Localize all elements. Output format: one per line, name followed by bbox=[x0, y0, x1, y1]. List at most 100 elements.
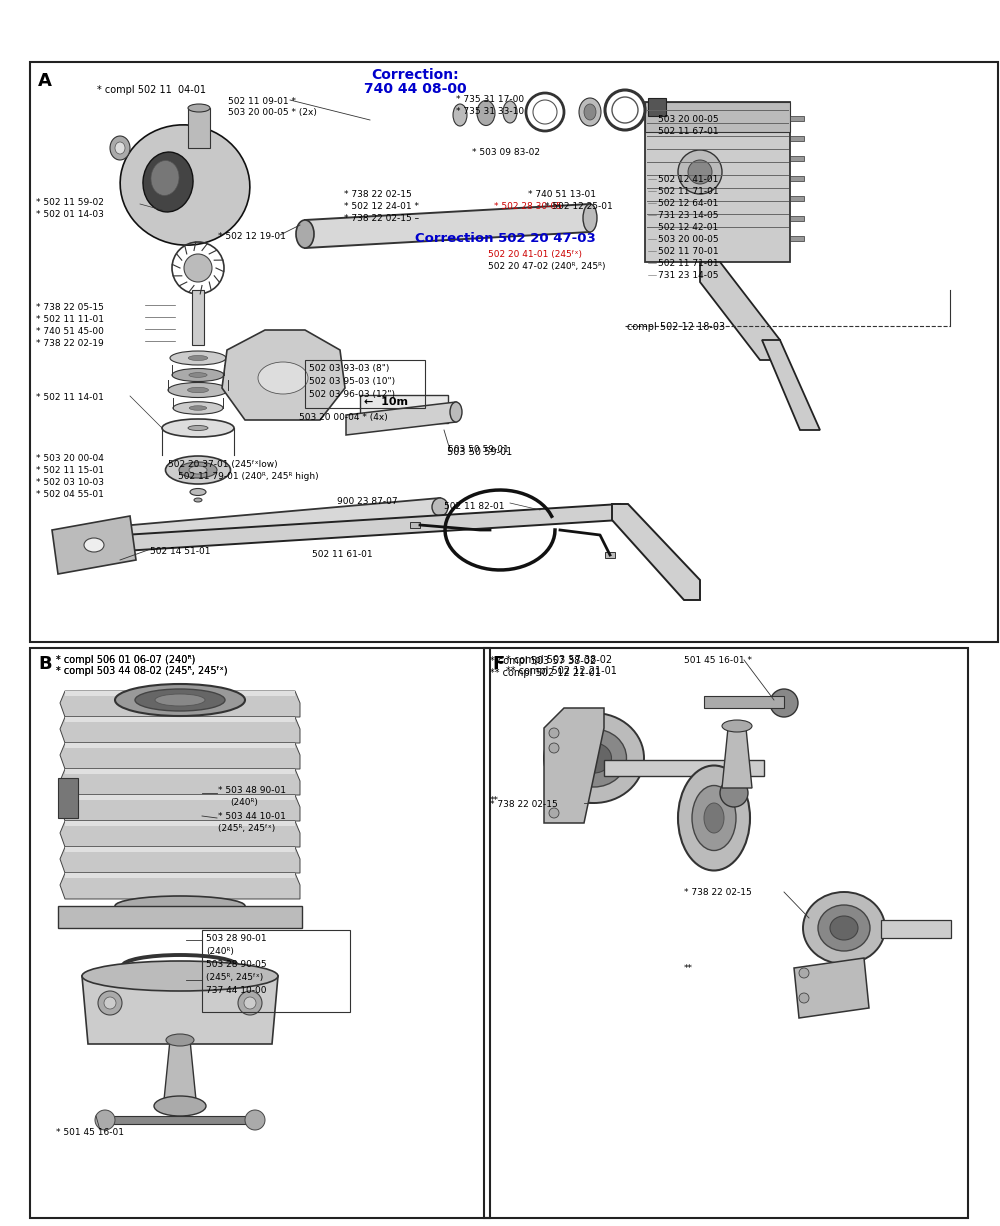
Text: * 738 22 05-15: * 738 22 05-15 bbox=[36, 303, 104, 311]
Bar bbox=[65, 769, 295, 774]
Polygon shape bbox=[794, 958, 869, 1018]
Text: 502 11 71-01: 502 11 71-01 bbox=[658, 188, 719, 196]
Text: 501 45 16-01 *: 501 45 16-01 * bbox=[684, 656, 752, 664]
Text: 503 20 00-05 * (2x): 503 20 00-05 * (2x) bbox=[228, 108, 317, 116]
Ellipse shape bbox=[450, 402, 462, 422]
Ellipse shape bbox=[678, 765, 750, 870]
Text: 503 50 59-01: 503 50 59-01 bbox=[448, 445, 509, 454]
Text: (245ᴿ, 245ᶠˣ): (245ᴿ, 245ᶠˣ) bbox=[206, 973, 263, 982]
Ellipse shape bbox=[189, 373, 207, 378]
Bar bbox=[645, 102, 790, 262]
Bar bbox=[790, 196, 804, 201]
Ellipse shape bbox=[173, 402, 223, 414]
Bar bbox=[790, 156, 804, 161]
Text: F: F bbox=[492, 655, 504, 673]
Ellipse shape bbox=[115, 684, 245, 716]
Polygon shape bbox=[60, 717, 300, 743]
Bar bbox=[790, 235, 804, 242]
Circle shape bbox=[549, 728, 559, 738]
Bar bbox=[881, 920, 951, 938]
Polygon shape bbox=[604, 760, 764, 776]
Ellipse shape bbox=[188, 356, 208, 360]
Ellipse shape bbox=[503, 101, 517, 123]
Text: * compl 503 57 38-02: * compl 503 57 38-02 bbox=[490, 656, 596, 666]
Text: * compl 503 44 08-02 (245ᴿ, 245ᶠˣ): * compl 503 44 08-02 (245ᴿ, 245ᶠˣ) bbox=[56, 666, 228, 676]
Ellipse shape bbox=[188, 387, 208, 392]
Bar bbox=[790, 116, 804, 121]
Ellipse shape bbox=[562, 729, 626, 787]
Circle shape bbox=[104, 997, 116, 1009]
Ellipse shape bbox=[154, 1096, 206, 1116]
Text: 502 12 42-01: 502 12 42-01 bbox=[658, 223, 718, 232]
Ellipse shape bbox=[82, 961, 278, 991]
Text: 740 44 08-00: 740 44 08-00 bbox=[364, 82, 466, 96]
Text: * compl 502 11  04-01: * compl 502 11 04-01 bbox=[97, 85, 206, 94]
Text: * 503 20 00-04: * 503 20 00-04 bbox=[36, 454, 104, 463]
Bar bbox=[790, 177, 804, 181]
Text: * 502 01 14-03: * 502 01 14-03 bbox=[36, 210, 104, 219]
Text: 503 50 59-01: 503 50 59-01 bbox=[447, 447, 512, 457]
Text: 502 11 82-01: 502 11 82-01 bbox=[444, 501, 505, 511]
Bar bbox=[100, 1116, 260, 1124]
Text: 502 11 79-01 (240ᴿ, 245ᴿ high): 502 11 79-01 (240ᴿ, 245ᴿ high) bbox=[178, 472, 319, 481]
Text: B: B bbox=[38, 655, 52, 673]
Polygon shape bbox=[60, 691, 300, 717]
Text: (245ᴿ, 245ᶠˣ): (245ᴿ, 245ᶠˣ) bbox=[218, 824, 275, 832]
Ellipse shape bbox=[84, 538, 104, 552]
Bar bbox=[790, 216, 804, 221]
Text: * 735 31 33-10: * 735 31 33-10 bbox=[456, 107, 524, 116]
Ellipse shape bbox=[162, 419, 234, 436]
Polygon shape bbox=[722, 728, 752, 788]
Ellipse shape bbox=[296, 219, 314, 248]
Text: 900 23 87-07: 900 23 87-07 bbox=[337, 497, 398, 506]
Text: * 740 51 13-01: * 740 51 13-01 bbox=[528, 190, 596, 199]
Ellipse shape bbox=[803, 893, 885, 964]
Polygon shape bbox=[60, 769, 300, 794]
Text: * 738 22 02-15: * 738 22 02-15 bbox=[684, 888, 752, 897]
Polygon shape bbox=[60, 873, 300, 899]
Ellipse shape bbox=[143, 152, 193, 212]
Circle shape bbox=[549, 808, 559, 818]
Text: 502 20 37-01 (245ᶠˣlow): 502 20 37-01 (245ᶠˣlow) bbox=[168, 460, 278, 470]
Text: ** compl 502 12 21-01: ** compl 502 12 21-01 bbox=[490, 668, 601, 678]
Text: 503 20 00-04 * (4x): 503 20 00-04 * (4x) bbox=[299, 413, 388, 422]
Text: * compl 503 57 38-02: * compl 503 57 38-02 bbox=[506, 655, 612, 664]
Text: 731 23 14-05: 731 23 14-05 bbox=[658, 211, 718, 219]
Text: 502 03 95-03 (10"): 502 03 95-03 (10") bbox=[309, 378, 395, 386]
Text: * 502 11 59-02: * 502 11 59-02 bbox=[36, 199, 104, 207]
Ellipse shape bbox=[155, 694, 205, 706]
Text: * 502 03 10-03: * 502 03 10-03 bbox=[36, 478, 104, 487]
Bar bbox=[65, 691, 295, 696]
Text: * 735 31 17-00: * 735 31 17-00 bbox=[456, 94, 524, 104]
Bar bbox=[30, 63, 998, 642]
Bar bbox=[484, 649, 968, 1217]
Text: (240ᴿ): (240ᴿ) bbox=[230, 798, 258, 807]
Text: * 503 48 90-01: * 503 48 90-01 bbox=[218, 786, 286, 794]
Bar bbox=[305, 360, 425, 408]
Ellipse shape bbox=[172, 369, 224, 381]
Text: 502 03 93-03 (8"): 502 03 93-03 (8") bbox=[309, 364, 389, 373]
Text: **: ** bbox=[490, 796, 499, 805]
Text: * 502 11 15-01: * 502 11 15-01 bbox=[36, 466, 104, 474]
Ellipse shape bbox=[110, 136, 130, 161]
Ellipse shape bbox=[151, 161, 179, 195]
Polygon shape bbox=[52, 516, 136, 574]
Bar bbox=[65, 794, 295, 801]
Bar bbox=[65, 717, 295, 722]
Text: * compl 506 01 06-07 (240ᴿ): * compl 506 01 06-07 (240ᴿ) bbox=[56, 655, 195, 664]
Ellipse shape bbox=[453, 104, 467, 126]
Circle shape bbox=[799, 993, 809, 1003]
Text: * 502 12 25-01: * 502 12 25-01 bbox=[545, 202, 613, 211]
Ellipse shape bbox=[135, 689, 225, 711]
Bar bbox=[65, 821, 295, 826]
Ellipse shape bbox=[166, 456, 230, 484]
Ellipse shape bbox=[115, 896, 245, 916]
Text: * compl 503 44 08-02 (245ᴿ, 245ᶠˣ): * compl 503 44 08-02 (245ᴿ, 245ᶠˣ) bbox=[56, 666, 228, 676]
Text: * 502 28 30-05: * 502 28 30-05 bbox=[494, 202, 562, 211]
Text: * 502 12 19-01: * 502 12 19-01 bbox=[218, 232, 286, 242]
Bar bbox=[410, 522, 420, 528]
Text: 502 11 09-01 *: 502 11 09-01 * bbox=[228, 97, 296, 105]
Ellipse shape bbox=[818, 905, 870, 951]
Polygon shape bbox=[60, 794, 300, 821]
Text: (240ᴿ): (240ᴿ) bbox=[206, 946, 234, 956]
